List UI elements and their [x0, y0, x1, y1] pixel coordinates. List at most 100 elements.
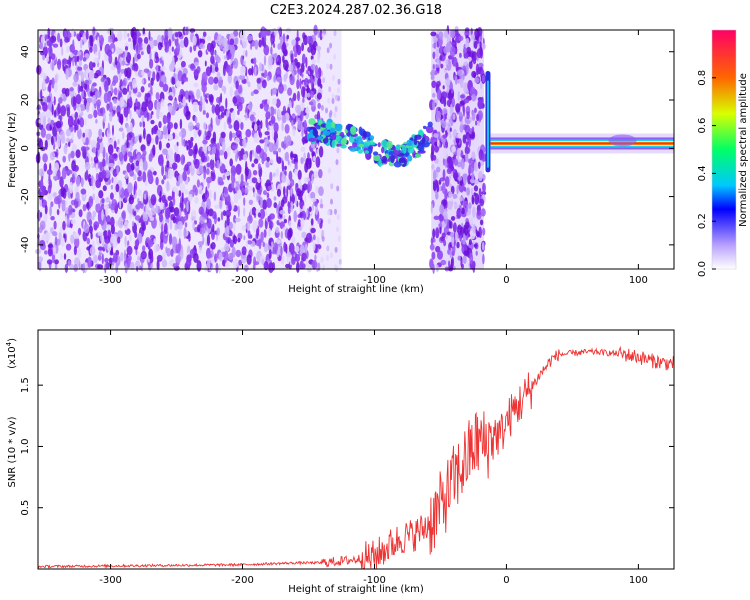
noise-blob [438, 184, 442, 192]
noise-blob [241, 224, 247, 231]
noise-blob [235, 249, 241, 258]
noise-blob [174, 151, 178, 163]
noise-blob [78, 106, 82, 115]
noise-blob [429, 243, 435, 251]
noise-blob [210, 50, 214, 57]
noise-blob [91, 95, 97, 104]
noise-blob [233, 235, 238, 245]
noise-blob [261, 199, 268, 210]
noise-blob [479, 198, 485, 207]
noise-blob [106, 128, 111, 140]
y-tick-label: -40 [20, 237, 31, 253]
noise-blob [109, 257, 112, 268]
noise-blob [470, 187, 474, 196]
y-tick-label: -20 [20, 188, 31, 204]
noise-blob [442, 147, 449, 160]
colorbar-tick-label: 0.0 [697, 261, 708, 277]
noise-blob [178, 229, 182, 239]
noise-blob [93, 72, 99, 79]
noise-blob [87, 113, 93, 119]
noise-blob [118, 189, 122, 196]
noise-blob [163, 35, 169, 47]
noise-blob [50, 35, 57, 43]
noise-blob [328, 86, 332, 93]
noise-blob [310, 75, 313, 87]
noise-blob [452, 222, 457, 233]
noise-blob [250, 42, 253, 50]
noise-blob [281, 160, 285, 172]
noise-blob [273, 43, 276, 48]
noise-blob [294, 194, 298, 205]
noise-blob [173, 207, 180, 217]
noise-blob [235, 137, 240, 144]
noise-blob [37, 119, 44, 124]
noise-blob [143, 36, 149, 45]
noise-blob [211, 229, 215, 241]
snr-x-ticks: -300 -200 -100 0 100 [99, 330, 648, 586]
noise-blob [460, 158, 465, 170]
noise-blob [272, 172, 276, 177]
noise-blob [336, 226, 339, 233]
noise-blob [320, 198, 323, 205]
noise-blob [167, 168, 173, 180]
noise-blob [306, 84, 310, 94]
noise-blob [112, 106, 117, 111]
noise-blob [237, 205, 240, 218]
noise-blob [59, 130, 65, 142]
noise-blob [177, 220, 183, 230]
signal-blob [364, 150, 370, 154]
noise-blob [261, 99, 268, 105]
noise-blob [108, 163, 115, 168]
noise-blob [209, 64, 213, 73]
noise-blob [147, 169, 153, 180]
noise-blob [446, 114, 451, 120]
noise-blob [59, 176, 64, 188]
noise-blob [260, 26, 266, 38]
noise-blob [454, 76, 458, 85]
noise-blob [186, 200, 189, 212]
noise-blob [468, 216, 474, 225]
noise-blob [152, 39, 158, 47]
noise-blob [252, 170, 258, 176]
noise-blob [98, 251, 102, 256]
colorbar-ticks: 0.0 0.2 0.4 0.6 0.8 [697, 70, 716, 277]
noise-blob [476, 210, 481, 216]
noise-blob [105, 152, 109, 164]
noise-blob [167, 153, 170, 161]
noise-blob [185, 26, 189, 36]
noise-blob [194, 158, 200, 169]
noise-blob [79, 117, 85, 128]
noise-blob [153, 237, 156, 244]
noise-blob [86, 211, 92, 222]
noise-blob [283, 73, 287, 82]
noise-blob [302, 183, 308, 191]
noise-blob [168, 95, 173, 101]
noise-blob [54, 109, 57, 118]
noise-blob [265, 161, 270, 168]
noise-blob [136, 107, 141, 115]
noise-blob [451, 235, 455, 248]
noise-blob [449, 46, 456, 58]
noise-blob [101, 197, 105, 204]
noise-blob [207, 145, 211, 152]
noise-blob [141, 101, 147, 112]
noise-blob [130, 162, 135, 171]
noise-blob [38, 138, 43, 150]
noise-blob [120, 113, 124, 126]
noise-blob [217, 34, 223, 46]
noise-blob [247, 230, 251, 239]
noise-blob [202, 236, 205, 244]
noise-blob [97, 264, 104, 270]
noise-blob [239, 180, 245, 187]
noise-blob [144, 93, 148, 104]
noise-blob [123, 105, 129, 118]
noise-blob [433, 133, 439, 138]
noise-blob [280, 231, 283, 239]
noise-blob [39, 240, 46, 247]
noise-blob [228, 51, 232, 60]
noise-blob [75, 149, 81, 159]
noise-blob [70, 219, 76, 225]
noise-blob [129, 122, 133, 133]
noise-blob [262, 241, 266, 248]
noise-blob [308, 101, 314, 106]
